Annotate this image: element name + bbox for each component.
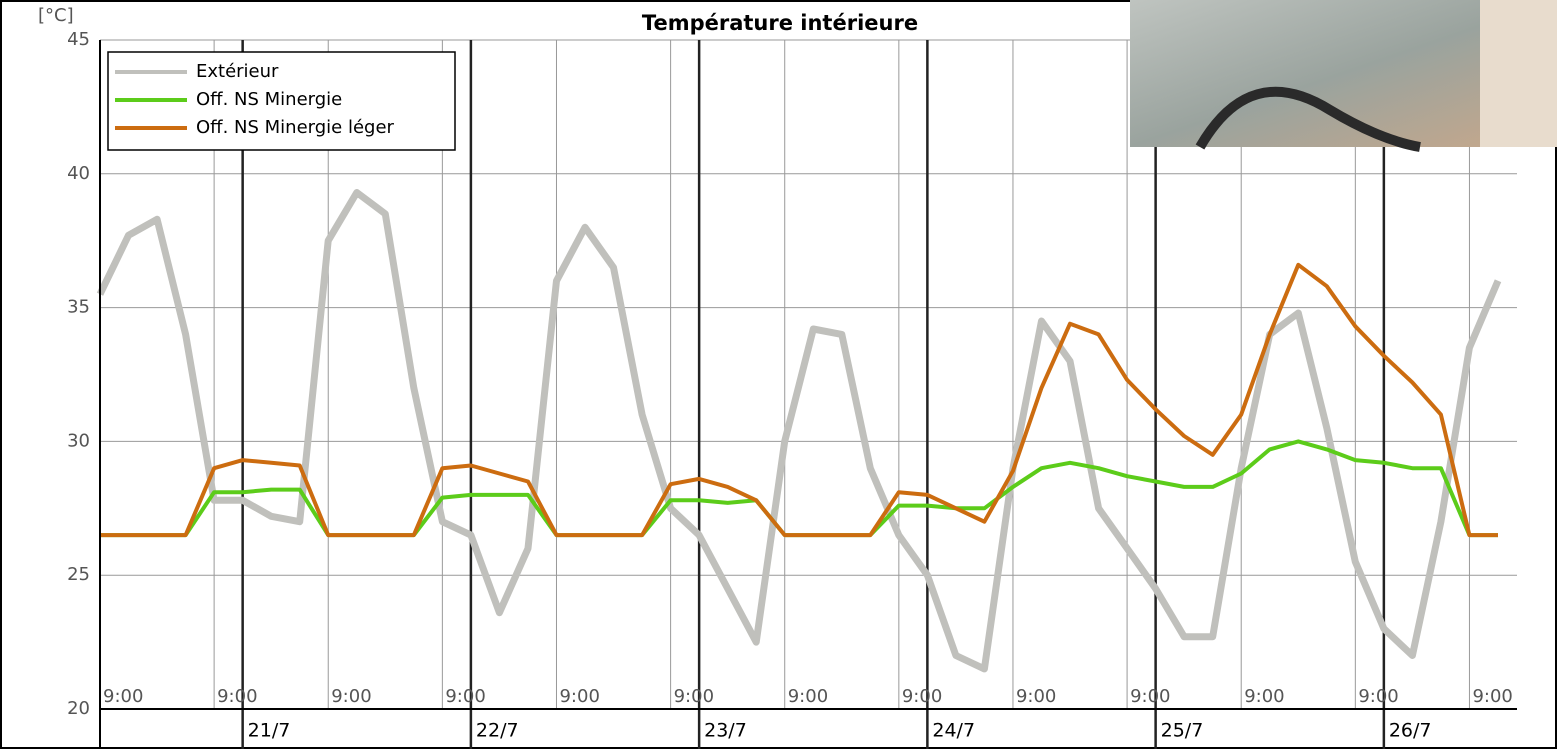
x-tick-label: 9:00 <box>1358 686 1398 707</box>
date-label: 23/7 <box>704 720 747 742</box>
chart-title: Température intérieure <box>642 11 918 35</box>
x-tick-label: 9:00 <box>1244 686 1284 707</box>
date-label: 24/7 <box>932 720 975 742</box>
date-label: 25/7 <box>1161 720 1204 742</box>
x-tick-label: 9:00 <box>1130 686 1170 707</box>
x-tick-label: 9:00 <box>902 686 942 707</box>
x-tick-label: 9:00 <box>217 686 257 707</box>
x-tick-label: 9:00 <box>674 686 714 707</box>
series-line <box>100 262 1498 538</box>
photo <box>1130 0 1557 152</box>
legend-label: Off. NS Minergie <box>196 89 342 110</box>
y-tick-label: 30 <box>67 430 90 451</box>
x-tick-label: 9:00 <box>788 686 828 707</box>
y-tick-label: 20 <box>67 698 90 719</box>
legend-label: Off. NS Minergie léger <box>196 117 395 138</box>
date-label: 22/7 <box>476 720 519 742</box>
date-label: 21/7 <box>248 720 291 742</box>
legend-label: Extérieur <box>196 61 279 82</box>
y-tick-label: 45 <box>67 29 90 50</box>
y-axis-label: [°C] <box>38 5 74 26</box>
photo-wall <box>1480 0 1557 147</box>
x-tick-label: 9:00 <box>559 686 599 707</box>
y-tick-label: 35 <box>67 297 90 318</box>
date-label: 26/7 <box>1389 720 1432 742</box>
x-tick-label: 9:00 <box>1472 686 1512 707</box>
series-line <box>96 189 1502 673</box>
lines <box>96 189 1502 673</box>
x-tick-label: 9:00 <box>445 686 485 707</box>
x-tick-label: 9:00 <box>1016 686 1056 707</box>
x-tick-label: 9:00 <box>103 686 143 707</box>
x-tick-label: 9:00 <box>331 686 371 707</box>
y-tick-label: 40 <box>67 163 90 184</box>
y-tick-label: 25 <box>67 564 90 585</box>
photo-hose <box>1195 86 1421 152</box>
